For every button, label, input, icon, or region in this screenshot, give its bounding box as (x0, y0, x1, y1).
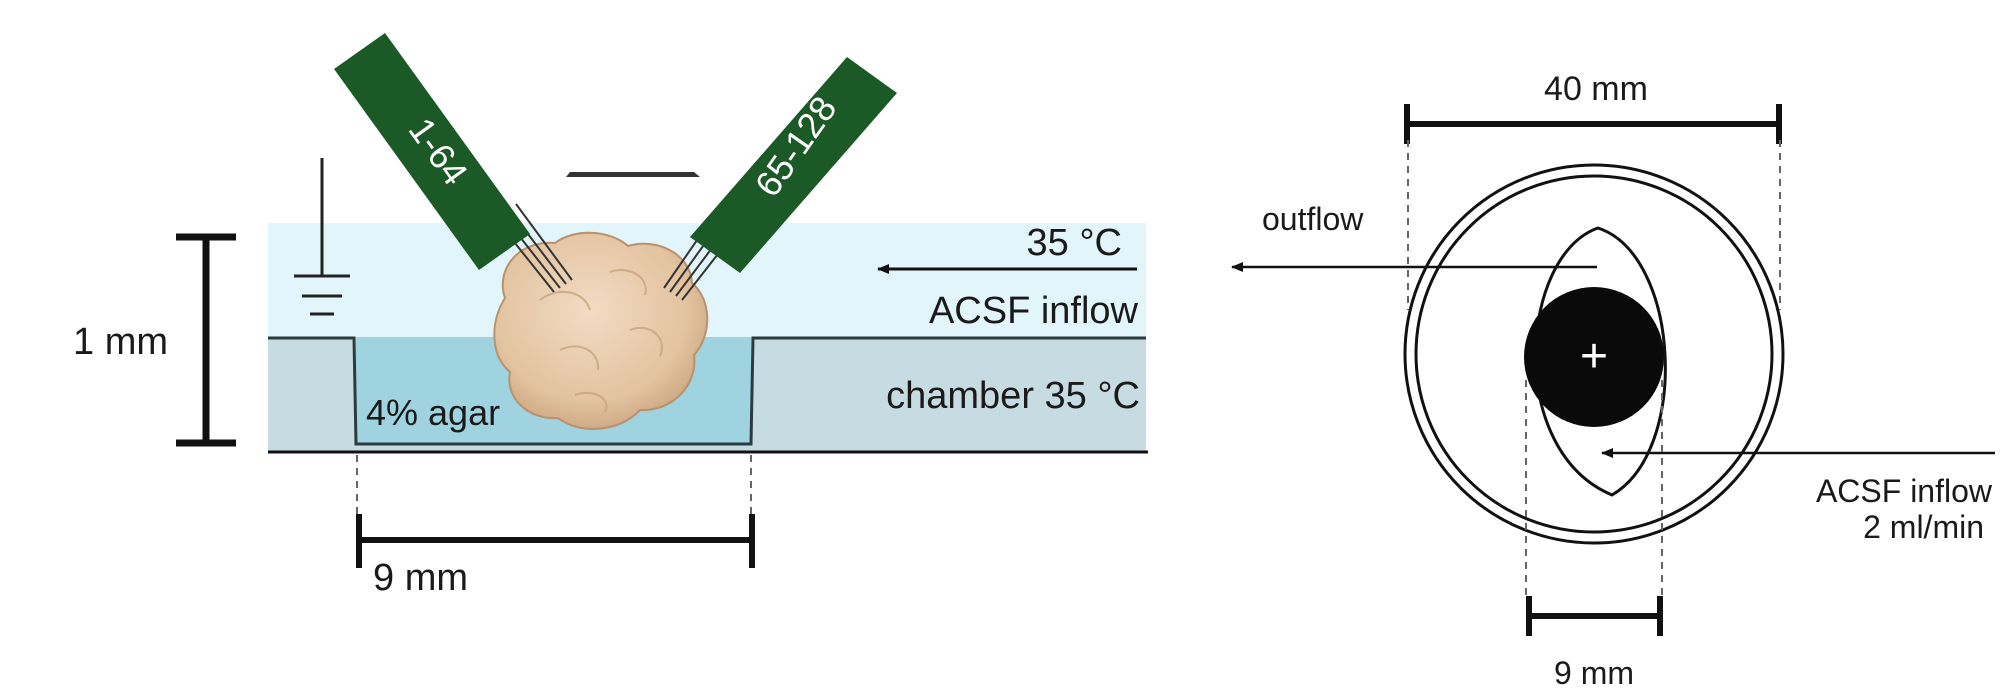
height-scale-bar (176, 233, 236, 447)
agar-label: 4% agar (366, 392, 500, 433)
disc-width-scale-label: 9 mm (1554, 655, 1634, 691)
side-view-panel: 1 mm 9 mm 1-64 (73, 33, 1148, 599)
bath-inflow-label: ACSF inflow (929, 290, 1139, 332)
height-scale-label: 1 mm (73, 321, 168, 363)
width-scale-bar (356, 514, 755, 568)
flow-rate-label: 2 ml/min (1863, 509, 1984, 545)
inflow-label: ACSF inflow (1816, 473, 1993, 509)
agar-disc (1524, 287, 1664, 427)
chamber-inner-ring (1414, 174, 1774, 534)
top-view-panel: 40 mm + outflow ACSF inflow 2 ml/min 9 m… (1231, 70, 1995, 691)
chamber-profile-line (268, 336, 1146, 446)
center-mark: + (1580, 330, 1608, 383)
bath-temperature-label: 35 °C (1027, 222, 1122, 264)
chamber-temperature-label: chamber 35 °C (886, 375, 1140, 417)
width-scale-label: 9 mm (373, 557, 468, 599)
chamber-outer-ring (1403, 163, 1785, 545)
objective-bar (566, 172, 700, 177)
ground-icon (294, 158, 350, 316)
diameter-scale-bar (1404, 104, 1782, 144)
outflow-label: outflow (1262, 201, 1364, 237)
diameter-scale-label: 40 mm (1544, 70, 1648, 108)
tissue-sample (493, 231, 709, 430)
disc-width-scale-bar (1526, 596, 1663, 636)
perfusion-well (1534, 226, 1667, 497)
